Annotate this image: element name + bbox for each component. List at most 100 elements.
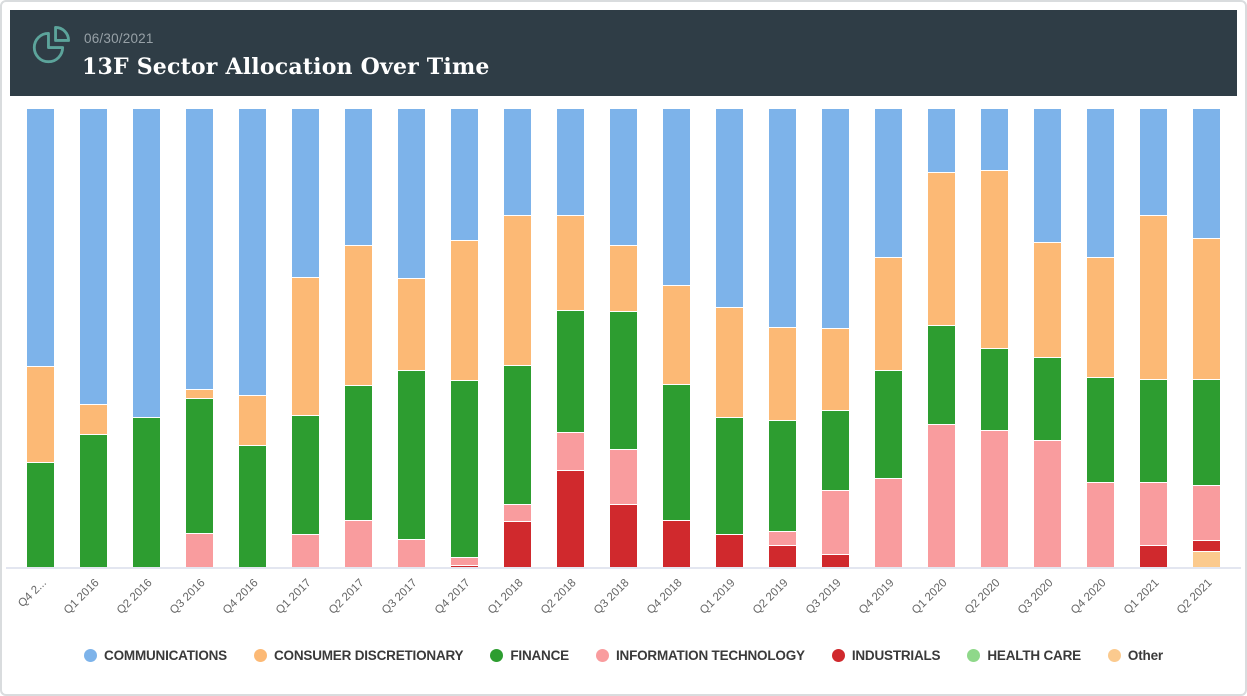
bar-segment-information-technology[interactable] — [451, 556, 478, 565]
bar-segment-consumer-discretionary[interactable] — [822, 327, 849, 411]
legend-item-other[interactable]: Other — [1107, 648, 1163, 663]
bar-segment-information-technology[interactable] — [1193, 484, 1220, 540]
bar-segment-communications[interactable] — [186, 109, 213, 389]
bar-segment-finance[interactable] — [1140, 379, 1167, 483]
legend-item-health-care[interactable]: HEALTH CARE — [967, 648, 1081, 663]
bar-segment-communications[interactable] — [663, 109, 690, 285]
legend-item-communications[interactable]: COMMUNICATIONS — [84, 648, 227, 663]
bar-segment-finance[interactable] — [981, 347, 1008, 430]
bar-segment-information-technology[interactable] — [1087, 481, 1114, 568]
bar-segment-consumer-discretionary[interactable] — [610, 244, 637, 311]
bar-segment-information-technology[interactable] — [610, 449, 637, 505]
bar-segment-consumer-discretionary[interactable] — [769, 326, 796, 420]
bar-segment-industrials[interactable] — [504, 521, 531, 568]
bar-segment-information-technology[interactable] — [345, 519, 372, 568]
bar-segment-finance[interactable] — [451, 379, 478, 557]
bar-segment-finance[interactable] — [292, 415, 319, 535]
bar-segment-finance[interactable] — [1034, 357, 1061, 441]
bar-segment-communications[interactable] — [875, 109, 902, 257]
bar-segment-consumer-discretionary[interactable] — [1087, 256, 1114, 377]
bar-segment-information-technology[interactable] — [981, 429, 1008, 568]
bar-segment-finance[interactable] — [345, 384, 372, 520]
bar-segment-finance[interactable] — [663, 383, 690, 520]
bar-segment-information-technology[interactable] — [186, 533, 213, 568]
bar-segment-communications[interactable] — [27, 109, 54, 367]
bar-segment-finance[interactable] — [186, 398, 213, 534]
bar-segment-consumer-discretionary[interactable] — [875, 256, 902, 370]
bar-segment-communications[interactable] — [822, 109, 849, 328]
bar-segment-industrials[interactable] — [1140, 545, 1167, 568]
bar-segment-consumer-discretionary[interactable] — [345, 244, 372, 385]
bar-segment-consumer-discretionary[interactable] — [80, 404, 107, 434]
bar-segment-finance[interactable] — [822, 410, 849, 490]
bar-segment-communications[interactable] — [1140, 109, 1167, 216]
bar-segment-consumer-discretionary[interactable] — [1140, 215, 1167, 380]
bar-segment-industrials[interactable] — [769, 545, 796, 568]
legend-item-finance[interactable]: FINANCE — [490, 648, 569, 663]
bar-segment-communications[interactable] — [398, 109, 425, 278]
bar-segment-consumer-discretionary[interactable] — [716, 306, 743, 417]
bar-segment-industrials[interactable] — [663, 519, 690, 568]
bar-segment-finance[interactable] — [1193, 378, 1220, 485]
bar-segment-communications[interactable] — [769, 109, 796, 327]
legend-item-industrials[interactable]: INDUSTRIALS — [831, 648, 941, 663]
bar-segment-information-technology[interactable] — [557, 431, 584, 470]
bar-segment-finance[interactable] — [398, 369, 425, 539]
bar-segment-consumer-discretionary[interactable] — [186, 388, 213, 399]
bar-segment-consumer-discretionary[interactable] — [27, 366, 54, 462]
bar-segment-communications[interactable] — [239, 109, 266, 395]
bar-segment-industrials[interactable] — [1193, 539, 1220, 551]
bar-segment-finance[interactable] — [928, 324, 955, 424]
bar-segment-finance[interactable] — [875, 369, 902, 479]
bar-segment-information-technology[interactable] — [1034, 440, 1061, 568]
bar-segment-communications[interactable] — [1087, 109, 1114, 257]
bar-segment-finance[interactable] — [133, 416, 160, 568]
bar-segment-finance[interactable] — [80, 433, 107, 568]
bar-segment-communications[interactable] — [1193, 109, 1220, 238]
bar-segment-consumer-discretionary[interactable] — [557, 215, 584, 311]
bar-segment-industrials[interactable] — [610, 504, 637, 568]
bar-segment-information-technology[interactable] — [398, 538, 425, 568]
bar-segment-industrials[interactable] — [822, 553, 849, 568]
bar-segment-consumer-discretionary[interactable] — [451, 239, 478, 380]
bar-segment-finance[interactable] — [769, 419, 796, 531]
bar-segment-information-technology[interactable] — [769, 530, 796, 546]
bar-segment-information-technology[interactable] — [875, 478, 902, 568]
bar-segment-information-technology[interactable] — [504, 504, 531, 522]
bar-segment-communications[interactable] — [504, 109, 531, 216]
bar-segment-consumer-discretionary[interactable] — [1034, 242, 1061, 358]
bar-segment-consumer-discretionary[interactable] — [928, 171, 955, 325]
bar-segment-finance[interactable] — [1087, 376, 1114, 482]
bar-segment-communications[interactable] — [557, 109, 584, 216]
bar-segment-consumer-discretionary[interactable] — [398, 277, 425, 370]
bar-segment-communications[interactable] — [610, 109, 637, 245]
bar-segment-consumer-discretionary[interactable] — [663, 284, 690, 384]
bar-segment-consumer-discretionary[interactable] — [239, 394, 266, 445]
bar-segment-finance[interactable] — [557, 310, 584, 432]
bar-segment-finance[interactable] — [610, 310, 637, 450]
bar-segment-communications[interactable] — [716, 109, 743, 307]
bar-segment-finance[interactable] — [504, 365, 531, 505]
bar-segment-communications[interactable] — [981, 109, 1008, 171]
legend-item-consumer-discretionary[interactable]: CONSUMER DISCRETIONARY — [254, 648, 464, 663]
bar-segment-communications[interactable] — [345, 109, 372, 245]
bar-segment-communications[interactable] — [80, 109, 107, 405]
bar-segment-consumer-discretionary[interactable] — [504, 215, 531, 366]
bar-segment-finance[interactable] — [239, 444, 266, 568]
bar-segment-finance[interactable] — [27, 461, 54, 568]
bar-segment-consumer-discretionary[interactable] — [1193, 237, 1220, 379]
bar-segment-communications[interactable] — [928, 109, 955, 172]
bar-segment-industrials[interactable] — [716, 534, 743, 568]
bar-segment-communications[interactable] — [1034, 109, 1061, 243]
bar-segment-communications[interactable] — [292, 109, 319, 277]
bar-segment-finance[interactable] — [716, 416, 743, 535]
bar-segment-communications[interactable] — [451, 109, 478, 240]
bar-segment-consumer-discretionary[interactable] — [981, 170, 1008, 348]
bar-segment-information-technology[interactable] — [292, 534, 319, 568]
bar-segment-information-technology[interactable] — [928, 423, 955, 568]
bar-segment-industrials[interactable] — [557, 469, 584, 568]
bar-segment-consumer-discretionary[interactable] — [292, 276, 319, 416]
bar-segment-other[interactable] — [1193, 550, 1220, 568]
bar-segment-industrials[interactable] — [451, 564, 478, 568]
bar-segment-information-technology[interactable] — [822, 489, 849, 554]
